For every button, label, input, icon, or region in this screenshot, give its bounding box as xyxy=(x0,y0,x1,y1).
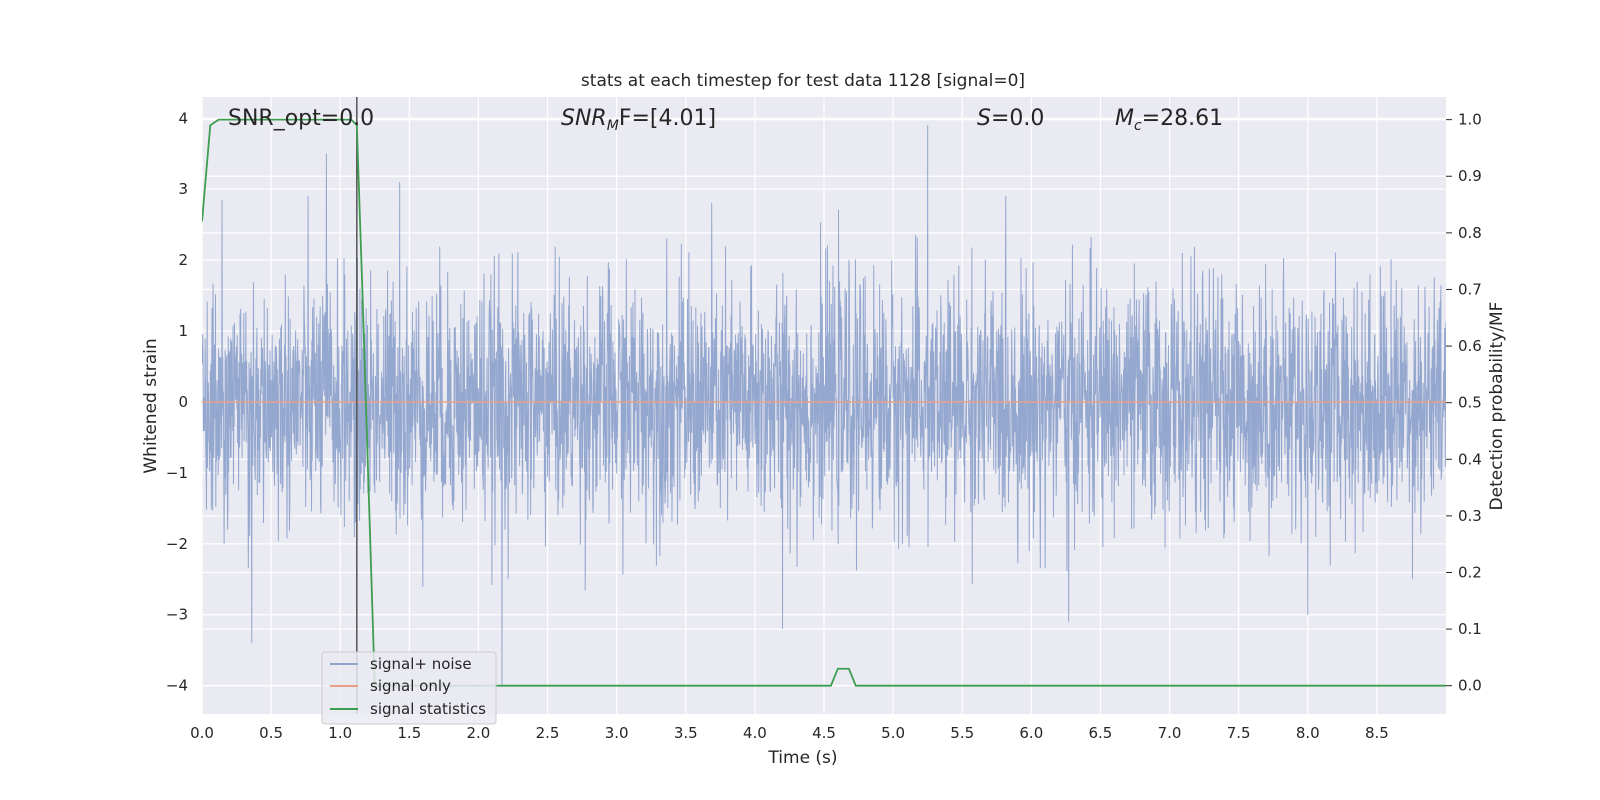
y-tick-label: −1 xyxy=(166,464,188,482)
y2-tick-label: 0.1 xyxy=(1458,620,1482,638)
annotation-snr-mf: SNRMF=[4.01] xyxy=(561,106,716,134)
legend-label-signal-noise: signal+ noise xyxy=(370,655,472,673)
signal-statistics-line xyxy=(202,118,1446,687)
legend-label-signal-statistics: signal statistics xyxy=(370,700,486,718)
x-tick-label: 8.0 xyxy=(1296,724,1320,742)
x-tick-label: 7.0 xyxy=(1158,724,1182,742)
y2-tick-label: 0.8 xyxy=(1458,224,1482,242)
y2-tick-label: 0.9 xyxy=(1458,167,1482,185)
x-tick-label: 6.0 xyxy=(1019,724,1043,742)
signal-statistics-series xyxy=(202,118,1446,687)
x-tick-label: 0.0 xyxy=(190,724,214,742)
y2-tick-label: 0.4 xyxy=(1458,450,1482,468)
y-axis-ticks: −4 −3 −2 −1 0 1 2 3 4 xyxy=(166,109,188,694)
y-tick-label: 4 xyxy=(178,109,188,127)
x-tick-label: 6.5 xyxy=(1089,724,1113,742)
x-tick-label: 1.0 xyxy=(328,724,352,742)
y-tick-label: 0 xyxy=(178,393,188,411)
annotation-s: S=0.0 xyxy=(977,106,1044,131)
x-tick-label: 4.0 xyxy=(743,724,767,742)
legend-label-signal-only: signal only xyxy=(370,677,451,695)
x-tick-label: 7.5 xyxy=(1227,724,1251,742)
y-tick-label: 1 xyxy=(178,322,188,340)
y-tick-label: −3 xyxy=(166,606,188,624)
y-tick-label: 2 xyxy=(178,251,188,269)
x-axis-ticks: 0.0 0.5 1.0 1.5 2.0 2.5 3.0 3.5 4.0 4.5 5.0 5.5 6.0 6… xyxy=(190,724,1389,742)
x-axis-label: Time (s) xyxy=(767,748,837,768)
legend: signal+ noise signal only signal statist… xyxy=(321,651,497,725)
x-tick-label: 8.5 xyxy=(1365,724,1389,742)
x-tick-label: 0.5 xyxy=(259,724,283,742)
x-tick-label: 3.5 xyxy=(674,724,698,742)
x-tick-label: 3.0 xyxy=(605,724,629,742)
y2-axis-ticks: 0.0 0.1 0.2 0.3 0.4 0.5 0.6 0.7 0.8 0.9 1.0 xyxy=(1446,111,1482,695)
annotation-mc: Mc=28.61 xyxy=(1115,106,1223,134)
x-tick-label: 5.0 xyxy=(881,724,905,742)
signal-noise-series xyxy=(202,125,1446,686)
y-axis-label: Whitened strain xyxy=(141,338,161,473)
y-tick-label: −2 xyxy=(166,535,188,553)
y2-tick-label: 0.3 xyxy=(1458,507,1482,525)
y2-axis-label: Detection probability/MF xyxy=(1487,302,1507,511)
x-tick-label: 1.5 xyxy=(397,724,421,742)
x-tick-label: 2.0 xyxy=(467,724,491,742)
chart-title: stats at each timestep for test data 112… xyxy=(581,71,1025,91)
y-tick-label: −4 xyxy=(166,677,188,695)
y-tick-label: 3 xyxy=(178,180,188,198)
x-tick-label: 4.5 xyxy=(812,724,836,742)
signal-noise-line xyxy=(202,125,1446,686)
y2-tick-label: 0.6 xyxy=(1458,337,1482,355)
legend-box xyxy=(321,651,497,725)
x-tick-label: 2.5 xyxy=(536,724,560,742)
annotation-snr-opt: SNR_opt=0.0 xyxy=(228,106,374,131)
y2-tick-label: 0.0 xyxy=(1458,677,1482,695)
x-tick-label: 5.5 xyxy=(950,724,974,742)
y2-tick-label: 0.2 xyxy=(1458,563,1482,581)
y2-tick-label: 1.0 xyxy=(1458,111,1482,129)
y2-tick-label: 0.5 xyxy=(1458,394,1482,412)
y2-tick-label: 0.7 xyxy=(1458,280,1482,298)
